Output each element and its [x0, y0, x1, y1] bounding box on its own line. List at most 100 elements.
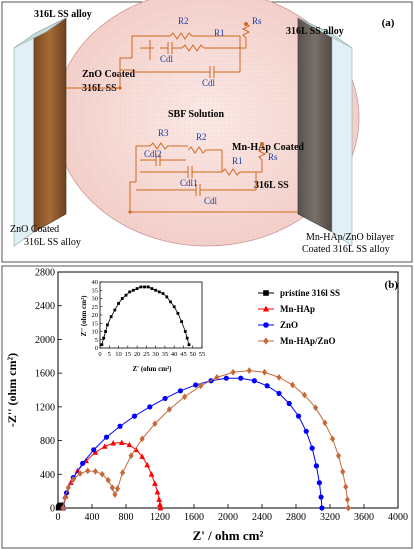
- data-point-mn-hap: [101, 443, 108, 449]
- inset-data-point: [131, 288, 135, 292]
- circuit-2-rs-label: Rs: [268, 152, 278, 162]
- circuit-1-outer-wire-2: [131, 70, 200, 73]
- inset-x-tick-label: 25: [143, 351, 150, 358]
- left-coating-label: ZnO Coated: [82, 69, 136, 80]
- inset-y-tick-label: 5: [95, 337, 98, 344]
- data-point-mn-hap: [157, 501, 163, 507]
- y-tick-label: 1200: [35, 402, 55, 413]
- inset-x-tick-label: 30: [152, 351, 159, 358]
- circuit-2-r2-resistor: [187, 146, 222, 154]
- left-bottom-label: ZnO Coated: [10, 224, 59, 235]
- circuit-1-cap-a: [160, 42, 182, 54]
- panel-b-label: (b): [385, 279, 399, 291]
- data-point-mn-hap-zno: [62, 494, 68, 502]
- circuit-1-cdl-b-label: Cdl: [202, 78, 216, 88]
- left-top-label: 316L SS alloy: [34, 9, 92, 20]
- data-point-mn-hap-zno: [114, 485, 121, 492]
- y-tick-label: 2000: [35, 335, 55, 346]
- y-tick-label: 400: [40, 470, 55, 481]
- data-point-zno: [309, 445, 315, 451]
- inset-data-point: [113, 308, 117, 312]
- data-point-zno: [264, 383, 270, 389]
- data-point-zno: [80, 460, 86, 466]
- inset-data-point: [176, 311, 180, 315]
- circuit-1-rs-label: Rs: [252, 16, 262, 26]
- inset-data-point: [102, 336, 106, 340]
- left-glass-face: [13, 33, 35, 247]
- circuit-2-cdl-label: Cdl: [204, 196, 218, 206]
- inset-frame: [99, 281, 203, 349]
- circuit-1-cdl-a-label: Cdl: [160, 54, 174, 64]
- circuit-2-r1-label: R1: [232, 156, 243, 166]
- series-mn-hap-zno: [60, 367, 351, 512]
- circuit-1-inner-wire: [140, 40, 154, 60]
- data-point-mn-hap-zno: [340, 468, 346, 476]
- circuit-1-r1-label: R1: [214, 28, 225, 38]
- x-tick-label: 1200: [150, 512, 170, 523]
- right-bottom-label-2: Coated 316L SS alloy: [302, 244, 390, 255]
- data-point-mn-hap-zno: [345, 504, 351, 512]
- inset-y-tick-label: 20: [92, 312, 99, 319]
- inset-x-tick-label: 50: [189, 351, 196, 358]
- data-point-mn-hap-zno: [214, 373, 220, 381]
- y-tick-label: 0: [50, 504, 55, 515]
- legend-label: ZnO: [280, 320, 298, 330]
- data-point-mn-hap: [144, 461, 151, 468]
- right-coating-label-2: 316L SS: [254, 180, 289, 191]
- data-point-mn-hap-zno: [109, 484, 115, 492]
- data-point-mn-hap-zno: [139, 435, 145, 443]
- data-point-zno: [303, 428, 309, 434]
- inset-x-tick-label: 5: [108, 351, 111, 358]
- data-point-mn-hap-zno: [246, 367, 252, 374]
- data-point-mn-hap-zno: [152, 420, 158, 428]
- data-point-zno: [223, 375, 229, 381]
- circuit-2-right-wire: [221, 150, 263, 190]
- inset-data-point: [104, 330, 107, 333]
- circuit-2-rs-resistor: [257, 144, 267, 161]
- x-tick-label: 1600: [184, 512, 204, 523]
- inset-y-tick-label: 0: [95, 345, 98, 352]
- right-top-label: 316L SS alloy: [286, 26, 344, 37]
- data-point-zno: [193, 382, 199, 388]
- data-point-zno: [319, 505, 325, 511]
- circuit-1-r1-resistor: [181, 44, 240, 52]
- inset-data-point: [172, 305, 176, 309]
- data-point-mn-hap: [139, 453, 146, 459]
- inset-y-tick-label: 35: [92, 287, 99, 294]
- left-electrode: [33, 17, 67, 233]
- right-coating-label: Mn-HAp Coated: [232, 142, 304, 153]
- data-point-mn-hap: [92, 449, 99, 455]
- data-point-mn-hap: [118, 439, 125, 446]
- inset-data-point: [169, 300, 172, 304]
- data-point-zno: [316, 480, 322, 486]
- circuit-2-r1-resistor: [221, 168, 256, 176]
- data-point-mn-hap: [110, 439, 117, 446]
- inset-data-point: [143, 285, 146, 289]
- legend: pristine 316l SS Mn-HAp ZnO Mn-HAp/ZnO: [258, 288, 340, 346]
- circuit-1-cap-b: [200, 66, 240, 78]
- circuit-2-left-wire: [129, 181, 136, 212]
- inset-x-tick-label: 20: [134, 351, 141, 358]
- circuit-2-cdl1: [140, 166, 222, 178]
- data-point-zno: [313, 463, 319, 469]
- sbf-solution-texture: [55, 0, 359, 246]
- x-tick-label: 800: [119, 512, 134, 523]
- circuit-2-node: [260, 142, 264, 146]
- inset-data-point: [106, 323, 109, 327]
- data-point-zno: [295, 413, 302, 419]
- data-point-mn-hap-zno: [276, 373, 282, 381]
- data-point-mn-hap-zno: [85, 467, 91, 475]
- equivalent-circuit-1: [66, 22, 251, 89]
- data-point-mn-hap-zno: [344, 496, 351, 503]
- data-point-zno: [177, 388, 183, 394]
- x-axis-label: Z' / ohm cm²: [193, 528, 264, 543]
- x-tick-label: 0: [56, 512, 61, 523]
- circuit-2-node-left: [128, 210, 132, 214]
- data-point-zno: [131, 413, 138, 419]
- inset-y-tick-label: 30: [92, 296, 99, 303]
- circuit-2-cdl1-label: Cdl1: [180, 178, 198, 188]
- inset-data-point: [161, 292, 165, 295]
- legend-label: pristine 316l SS: [280, 288, 340, 298]
- y-axis-label: -Z'' (ohm cm²): [5, 353, 19, 427]
